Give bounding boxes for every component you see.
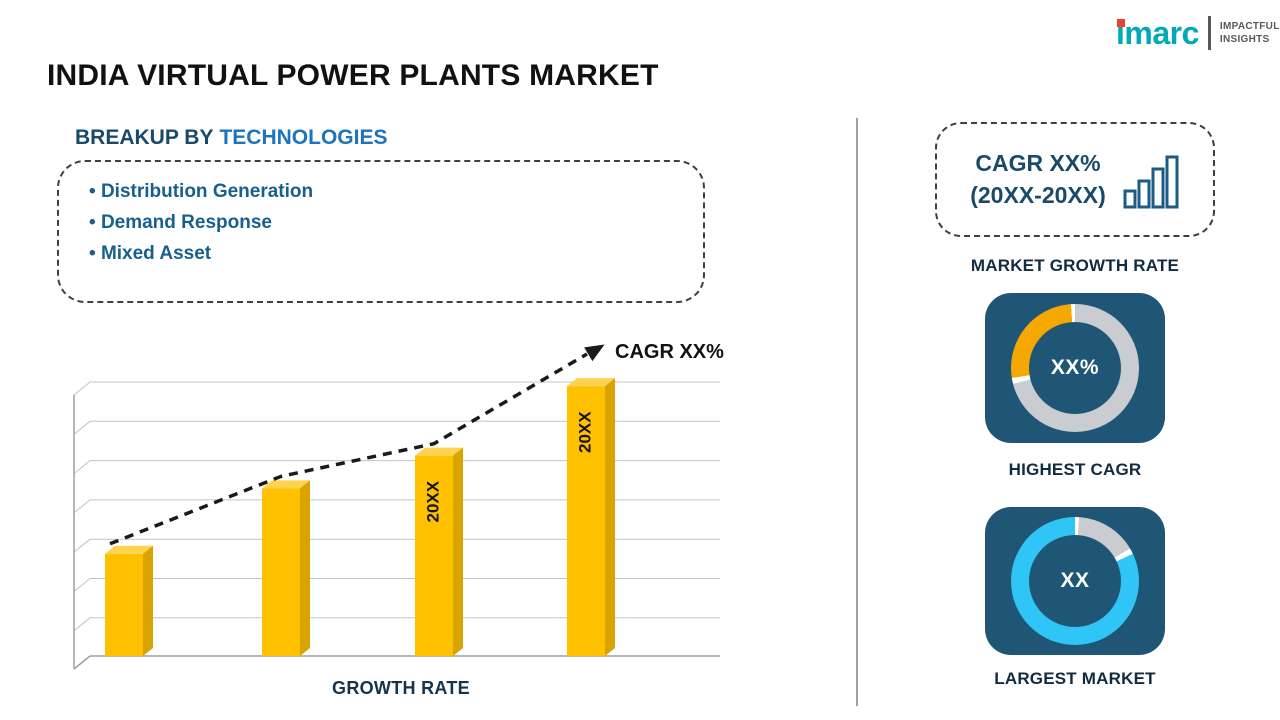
trend-arrowhead <box>584 344 605 362</box>
bar <box>262 488 300 656</box>
largest-market-value: XX <box>1060 569 1090 592</box>
donut-hole <box>1029 535 1121 627</box>
bar-top <box>105 545 153 554</box>
logo-text: imarc <box>1116 15 1199 51</box>
trend-cagr-label: CAGR XX% <box>615 341 724 363</box>
bar-side <box>453 447 463 656</box>
logo-tagline-line2: INSIGHTS <box>1219 34 1270 45</box>
bar-top <box>262 480 310 489</box>
growth-box-text: CAGR XX% (20XX-20XX) <box>970 148 1106 210</box>
logo-wordmark: imarc <box>1116 17 1199 49</box>
breakup-heading: BREAKUP BY TECHNOLOGIES <box>75 126 387 150</box>
breakup-heading-prefix: BREAKUP BY <box>75 126 214 149</box>
trend-line <box>109 352 588 546</box>
highest-cagr-caption: HIGHEST CAGR <box>1008 460 1142 479</box>
bar-top <box>567 378 615 387</box>
technologies-list: Distribution GenerationDemand ResponseMi… <box>89 177 703 269</box>
highest-cagr-donut: XX% <box>1011 304 1139 432</box>
logo-tagline-line1: IMPACTFUL <box>1219 21 1280 32</box>
x-axis-label: GROWTH RATE <box>332 678 470 698</box>
market-growth-rate-box: CAGR XX% (20XX-20XX) <box>935 122 1215 237</box>
page-title: INDIA VIRTUAL POWER PLANTS MARKET <box>47 59 659 92</box>
largest-market-donut: XX <box>1011 517 1139 645</box>
bar-side <box>143 545 153 656</box>
market-growth-rate-caption: MARKET GROWTH RATE <box>970 256 1180 275</box>
bar <box>415 455 453 656</box>
logo-divider <box>1207 16 1211 50</box>
logo-tagline: IMPACTFUL INSIGHTS <box>1220 20 1280 46</box>
list-item: Mixed Asset <box>89 239 703 270</box>
list-item: Distribution Generation <box>89 177 703 208</box>
bar-side <box>605 378 615 656</box>
highest-cagr-tile: XX% <box>985 293 1165 443</box>
bar-side <box>300 480 310 656</box>
breakup-heading-highlight: TECHNOLOGIES <box>219 126 388 149</box>
donut-hole <box>1029 322 1121 414</box>
growth-box-cagr: CAGR XX% <box>975 150 1101 177</box>
imarc-logo: imarc IMPACTFUL INSIGHTS <box>1116 16 1280 50</box>
bar-chart: 20XX 20XX <box>73 344 720 670</box>
technologies-list-box: Distribution GenerationDemand ResponseMi… <box>57 160 705 303</box>
vertical-divider <box>856 118 858 706</box>
growth-rate-chart: 20XX 20XX CAGR XX% GROWTH RATE <box>65 338 737 708</box>
bar-year-label: 20XX <box>575 411 594 453</box>
growth-box-years: (20XX-20XX) <box>970 181 1106 208</box>
largest-market-tile: XX <box>985 507 1165 655</box>
bar <box>567 386 605 656</box>
bar-year-label: 20XX <box>423 480 442 522</box>
logo-dot <box>1117 19 1125 27</box>
bar-top <box>415 447 463 456</box>
largest-market-caption: LARGEST MARKET <box>994 669 1156 688</box>
highest-cagr-value: XX% <box>1050 356 1100 379</box>
bar <box>105 553 143 656</box>
bar-chart-icon <box>1123 155 1179 208</box>
list-item: Demand Response <box>89 208 703 239</box>
